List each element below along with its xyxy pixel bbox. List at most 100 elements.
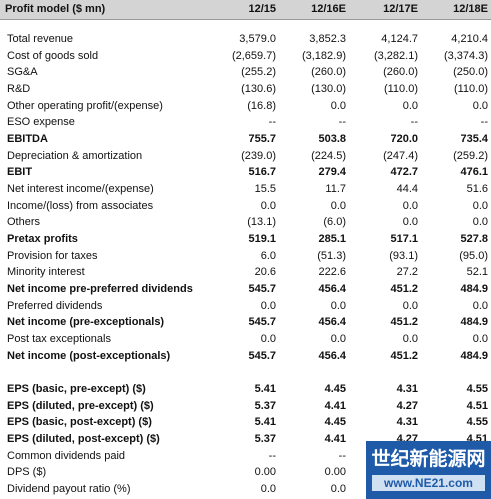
row-label: Common dividends paid xyxy=(7,450,126,462)
row-label: SG&A xyxy=(7,66,38,78)
row-value: 51.6 xyxy=(466,183,488,195)
row-label: Income/(loss) from associates xyxy=(7,200,154,212)
row-value: 5.37 xyxy=(254,400,276,412)
row-value: 0.0 xyxy=(260,333,276,345)
row-value: (130.6) xyxy=(241,83,276,95)
row-label: Post tax exceptionals xyxy=(7,333,111,345)
row-value: (6.0) xyxy=(323,216,346,228)
row-value: 503.8 xyxy=(318,133,346,145)
row-label: EPS (basic, pre-except) ($) xyxy=(7,383,146,395)
row-value: 456.4 xyxy=(318,350,346,362)
row-value: (93.1) xyxy=(389,250,418,262)
row-value: (95.0) xyxy=(459,250,488,262)
row-value: 451.2 xyxy=(390,316,418,328)
row-label: Preferred dividends xyxy=(7,300,103,312)
row-value: (224.5) xyxy=(311,150,346,162)
row-value: 6.0 xyxy=(260,250,276,262)
row-value: (259.2) xyxy=(453,150,488,162)
row-value: 472.7 xyxy=(390,166,418,178)
row-value: 3,852.3 xyxy=(309,33,346,45)
row-value: 285.1 xyxy=(318,233,346,245)
row-value: 0.0 xyxy=(472,200,488,212)
row-value: 451.2 xyxy=(390,350,418,362)
row-value: 27.2 xyxy=(396,266,418,278)
row-value: 4.41 xyxy=(324,433,346,445)
row-label: EBITDA xyxy=(7,133,48,145)
row-value: 0.0 xyxy=(402,100,418,112)
row-value: 4.55 xyxy=(466,383,488,395)
row-value: 0.0 xyxy=(330,333,346,345)
row-value: 735.4 xyxy=(460,133,488,145)
row-value: 0.0 xyxy=(402,333,418,345)
row-value: 545.7 xyxy=(248,316,276,328)
row-value: (260.0) xyxy=(311,66,346,78)
row-label: Net income (pre-exceptionals) xyxy=(7,316,165,328)
row-value: 15.5 xyxy=(254,183,276,195)
row-value: 516.7 xyxy=(248,166,276,178)
row-value: 484.9 xyxy=(460,350,488,362)
row-value: -- xyxy=(480,116,488,128)
row-label: Depreciation & amortization xyxy=(7,150,143,162)
row-label: R&D xyxy=(7,83,31,95)
row-value: 0.00 xyxy=(254,466,276,478)
row-value: 0.0 xyxy=(402,300,418,312)
row-value: 517.1 xyxy=(390,233,418,245)
row-value: 0.0 xyxy=(330,483,346,495)
row-label: Minority interest xyxy=(7,266,85,278)
row-value: 0.0 xyxy=(472,300,488,312)
row-label: EPS (diluted, pre-except) ($) xyxy=(7,400,154,412)
row-label: Other operating profit/(expense) xyxy=(7,100,163,112)
row-value: (130.0) xyxy=(311,83,346,95)
row-value: (51.3) xyxy=(317,250,346,262)
row-value: 484.9 xyxy=(460,316,488,328)
header-cell: 12/18E xyxy=(453,3,488,15)
row-label: Others xyxy=(7,216,41,228)
header-cell: 12/16E xyxy=(311,3,346,15)
row-value: 0.0 xyxy=(260,300,276,312)
row-value: 476.1 xyxy=(460,166,488,178)
row-value: 52.1 xyxy=(466,266,488,278)
row-value: 5.41 xyxy=(254,416,276,428)
row-value: 0.0 xyxy=(330,100,346,112)
row-value: (250.0) xyxy=(453,66,488,78)
row-label: Dividend payout ratio (%) xyxy=(7,483,131,495)
row-value: 0.0 xyxy=(472,333,488,345)
row-value: 456.4 xyxy=(318,316,346,328)
row-value: 484.9 xyxy=(460,283,488,295)
header-bar xyxy=(0,0,491,20)
row-value: 4.31 xyxy=(396,416,418,428)
row-value: -- xyxy=(338,450,346,462)
row-value: 5.37 xyxy=(254,433,276,445)
row-value: (255.2) xyxy=(241,66,276,78)
row-label: EPS (diluted, post-except) ($) xyxy=(7,433,160,445)
row-value: 4,210.4 xyxy=(451,33,488,45)
header-cell: 12/17E xyxy=(383,3,418,15)
row-value: 0.0 xyxy=(472,216,488,228)
row-value: 4.51 xyxy=(466,400,488,412)
row-label: DPS ($) xyxy=(7,466,47,478)
row-value: -- xyxy=(268,450,276,462)
row-value: 222.6 xyxy=(318,266,346,278)
row-label: Net income pre-preferred dividends xyxy=(7,283,193,295)
row-value: (13.1) xyxy=(247,216,276,228)
row-value: (260.0) xyxy=(383,66,418,78)
row-value: 20.6 xyxy=(254,266,276,278)
header-cell: 12/15 xyxy=(248,3,276,15)
row-label: Pretax profits xyxy=(7,233,78,245)
row-value: 451.2 xyxy=(390,283,418,295)
row-value: (2,659.7) xyxy=(231,50,276,62)
row-label: Net income (post-exceptionals) xyxy=(7,350,171,362)
row-value: (110.0) xyxy=(383,83,418,95)
row-value: 11.7 xyxy=(325,183,346,195)
row-value: 545.7 xyxy=(248,283,276,295)
row-value: (3,374.3) xyxy=(443,50,488,62)
row-value: (16.8) xyxy=(247,100,276,112)
row-value: 4,124.7 xyxy=(381,33,418,45)
row-value: 5.41 xyxy=(254,383,276,395)
row-label: Provision for taxes xyxy=(7,250,98,262)
row-value: -- xyxy=(268,116,276,128)
row-value: 4.45 xyxy=(324,383,346,395)
row-label: Total revenue xyxy=(7,33,74,45)
row-value: 527.8 xyxy=(460,233,488,245)
row-label: Net interest income/(expense) xyxy=(7,183,154,195)
